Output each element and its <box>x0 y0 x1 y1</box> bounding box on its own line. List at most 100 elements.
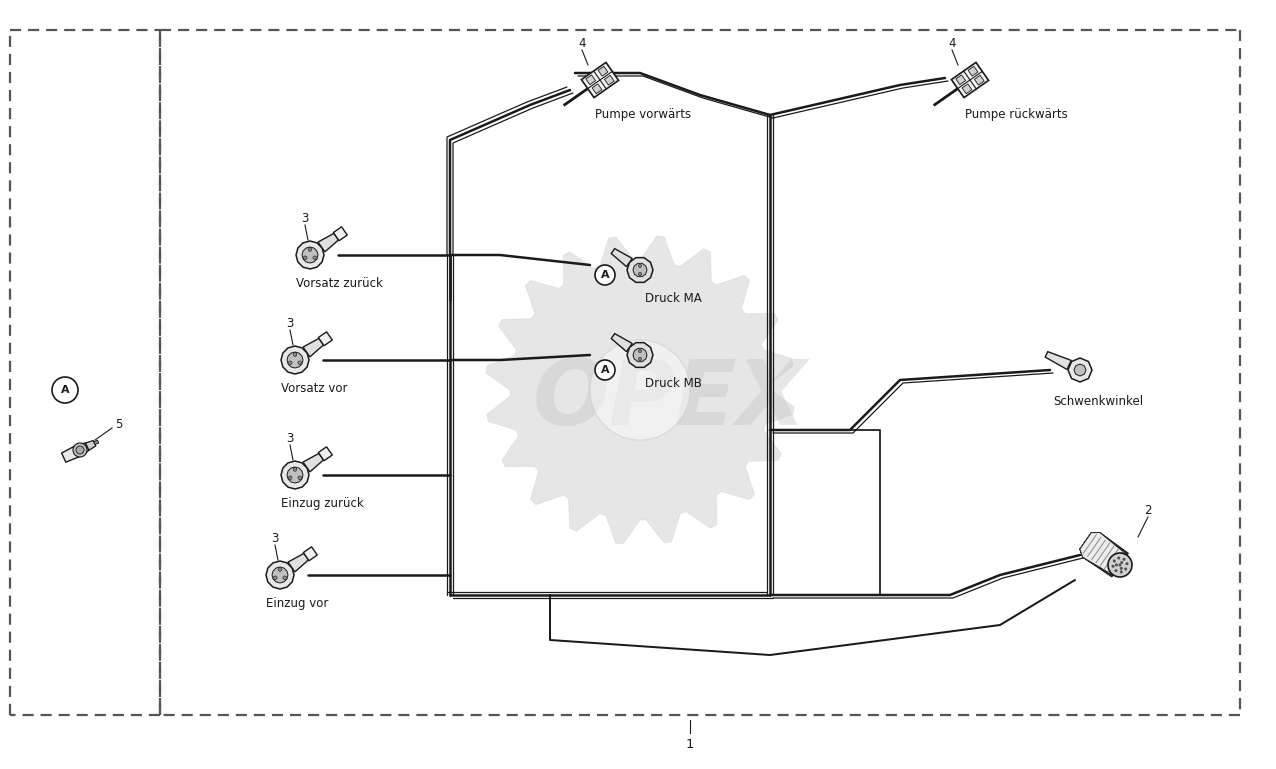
Text: A: A <box>601 365 610 375</box>
Text: Schwenkwinkel: Schwenkwinkel <box>1053 395 1143 408</box>
Circle shape <box>1123 558 1125 561</box>
Polygon shape <box>1079 533 1128 576</box>
Circle shape <box>1120 561 1123 564</box>
Circle shape <box>309 248 311 251</box>
Text: 1: 1 <box>685 738 694 751</box>
Polygon shape <box>627 343 653 368</box>
Polygon shape <box>1045 351 1072 369</box>
Circle shape <box>299 361 301 365</box>
Text: 3: 3 <box>301 212 309 225</box>
Circle shape <box>1115 570 1118 572</box>
Text: 3: 3 <box>272 532 278 545</box>
Text: Druck MB: Druck MB <box>644 377 702 390</box>
Polygon shape <box>486 236 794 544</box>
Polygon shape <box>1079 533 1128 576</box>
Circle shape <box>1120 571 1123 573</box>
Polygon shape <box>592 84 602 94</box>
Polygon shape <box>1079 533 1128 577</box>
Polygon shape <box>1079 533 1128 577</box>
Text: Einzug zurück: Einzug zurück <box>281 497 364 510</box>
Polygon shape <box>302 247 318 263</box>
Circle shape <box>638 358 642 361</box>
Circle shape <box>1124 568 1127 571</box>
Polygon shape <box>605 75 614 85</box>
Polygon shape <box>296 241 324 269</box>
Circle shape <box>299 476 301 480</box>
Polygon shape <box>333 227 347 241</box>
Polygon shape <box>94 440 98 444</box>
Polygon shape <box>586 75 596 85</box>
Text: 3: 3 <box>286 317 293 330</box>
Circle shape <box>1113 560 1115 562</box>
Circle shape <box>288 476 292 480</box>
Circle shape <box>288 361 292 365</box>
Text: A: A <box>61 385 69 395</box>
Polygon shape <box>956 75 966 85</box>
Text: OPEX: OPEX <box>533 356 806 444</box>
Circle shape <box>1125 563 1128 565</box>
Circle shape <box>273 576 277 580</box>
Circle shape <box>52 377 78 403</box>
Polygon shape <box>61 443 89 462</box>
Text: Vorsatz zurück: Vorsatz zurück <box>296 277 383 290</box>
Polygon shape <box>288 554 309 572</box>
Circle shape <box>73 443 87 457</box>
Polygon shape <box>287 352 302 368</box>
Circle shape <box>1108 553 1132 577</box>
Polygon shape <box>962 84 972 94</box>
Circle shape <box>1118 557 1120 559</box>
Polygon shape <box>85 441 96 450</box>
Text: Pumpe rückwärts: Pumpe rückwärts <box>965 108 1068 121</box>
Polygon shape <box>281 461 309 489</box>
Circle shape <box>1119 564 1122 566</box>
Circle shape <box>293 468 297 471</box>
Circle shape <box>278 568 282 571</box>
Polygon shape <box>318 331 332 346</box>
Text: 5: 5 <box>115 418 122 431</box>
Polygon shape <box>582 62 619 98</box>
Polygon shape <box>633 263 647 277</box>
Circle shape <box>293 353 297 356</box>
Polygon shape <box>975 75 984 85</box>
Circle shape <box>77 446 84 454</box>
Polygon shape <box>598 66 607 76</box>
Polygon shape <box>304 547 318 561</box>
Circle shape <box>313 256 316 260</box>
Circle shape <box>1115 564 1118 566</box>
Circle shape <box>638 272 642 275</box>
Text: Druck MA: Druck MA <box>644 292 702 305</box>
Text: Vorsatz vor: Vorsatz vor <box>281 382 347 395</box>
Polygon shape <box>287 467 302 483</box>
Text: 4: 4 <box>578 37 586 50</box>
Circle shape <box>638 265 642 268</box>
Circle shape <box>1120 568 1123 570</box>
Circle shape <box>595 265 615 285</box>
Polygon shape <box>1068 358 1092 382</box>
Polygon shape <box>265 561 293 589</box>
Polygon shape <box>968 66 977 76</box>
Text: Einzug vor: Einzug vor <box>265 597 328 610</box>
Circle shape <box>1111 565 1114 568</box>
Circle shape <box>304 256 308 260</box>
Polygon shape <box>1079 533 1127 575</box>
Text: A: A <box>601 270 610 280</box>
Polygon shape <box>633 348 647 361</box>
Circle shape <box>595 360 615 380</box>
Polygon shape <box>611 248 632 267</box>
Polygon shape <box>611 334 632 351</box>
Polygon shape <box>318 233 338 252</box>
Text: 3: 3 <box>286 432 293 445</box>
Text: 4: 4 <box>948 37 956 50</box>
Text: 2: 2 <box>1145 504 1152 517</box>
Polygon shape <box>1079 533 1127 575</box>
Circle shape <box>283 576 287 580</box>
Polygon shape <box>952 62 989 98</box>
Text: Pumpe vorwärts: Pumpe vorwärts <box>595 108 692 121</box>
Polygon shape <box>302 338 324 357</box>
Polygon shape <box>281 346 309 374</box>
Polygon shape <box>318 447 332 461</box>
Polygon shape <box>302 454 324 472</box>
Polygon shape <box>627 258 653 282</box>
Circle shape <box>638 349 642 353</box>
Polygon shape <box>1074 364 1086 376</box>
